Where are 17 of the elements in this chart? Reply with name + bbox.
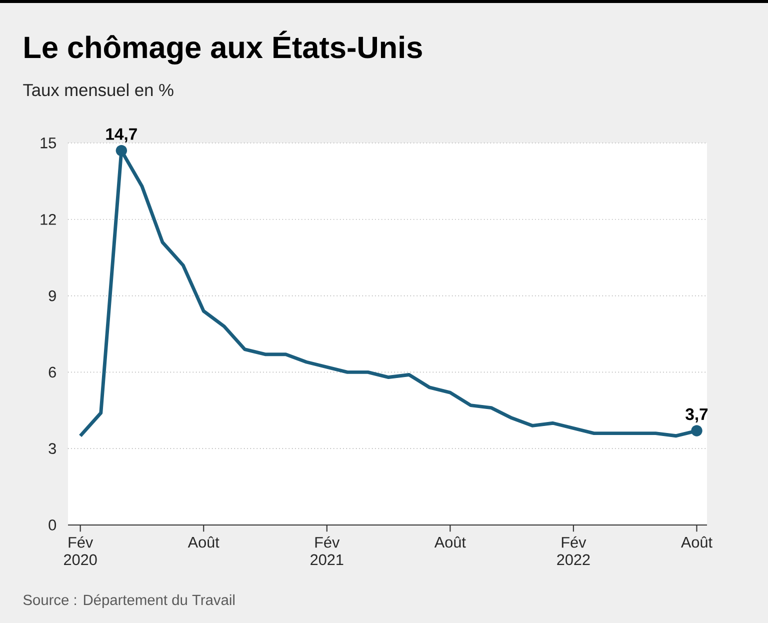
x-tick-label: Août [434, 536, 466, 548]
x-tick-label: Août [188, 536, 220, 548]
annotation: 14,7 [106, 128, 137, 142]
y-tick-label: 9 [48, 290, 56, 302]
y-tick-label: 12 [40, 214, 56, 225]
y-tick-label: 15 [40, 138, 56, 148]
y-tick-label: 0 [48, 520, 56, 530]
x-tick-label: Fév 2022 [557, 536, 590, 566]
chart-subtitle: Taux mensuel en % [23, 83, 174, 96]
x-tick-label: Août [680, 536, 712, 548]
annotation: 3,7 [686, 408, 708, 422]
y-tick-label: 3 [48, 443, 56, 454]
y-tick-label: 6 [48, 366, 56, 378]
source-note: Source : Département du Travail [23, 594, 234, 608]
chart-title: Le chômage aux États-Unis [24, 30, 422, 64]
x-tick-label: Fév 2021 [310, 536, 344, 566]
x-tick-label: Fév 2020 [64, 536, 97, 566]
